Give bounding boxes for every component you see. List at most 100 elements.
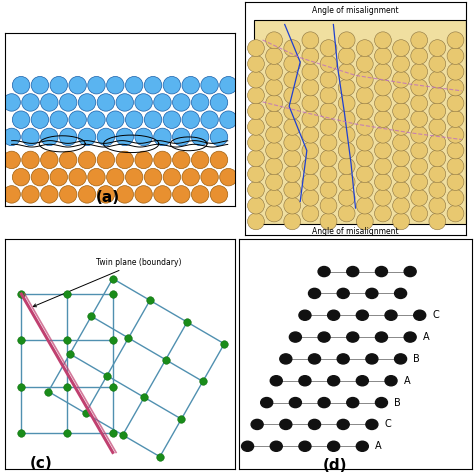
Circle shape [69,111,86,128]
Circle shape [411,205,428,222]
Circle shape [3,151,20,169]
Circle shape [374,110,392,128]
Circle shape [247,71,264,88]
Circle shape [374,158,392,174]
Circle shape [392,87,410,104]
Circle shape [392,166,410,182]
Circle shape [447,173,464,191]
Circle shape [347,266,359,277]
Circle shape [392,103,410,119]
Circle shape [284,213,301,230]
Circle shape [356,71,373,88]
Circle shape [356,166,373,182]
Circle shape [392,182,410,198]
Circle shape [320,71,337,88]
Circle shape [31,168,49,186]
Circle shape [242,441,254,451]
Circle shape [374,173,392,191]
Text: (d): (d) [323,458,347,474]
Circle shape [163,76,181,94]
Circle shape [144,111,162,128]
Circle shape [182,111,200,128]
Circle shape [411,158,428,174]
Circle shape [374,189,392,206]
Circle shape [302,173,319,191]
Circle shape [247,166,264,182]
Circle shape [429,134,446,151]
Circle shape [338,127,355,143]
Circle shape [356,150,373,167]
Circle shape [219,168,237,186]
Circle shape [210,128,228,146]
Circle shape [210,94,228,111]
Circle shape [247,134,264,151]
Circle shape [247,118,264,135]
Circle shape [266,64,283,80]
Circle shape [338,110,355,128]
Circle shape [447,32,464,49]
Text: Twin plane (boundary): Twin plane (boundary) [33,257,182,307]
Circle shape [447,110,464,128]
Circle shape [429,213,446,230]
Circle shape [356,213,373,230]
Circle shape [284,134,301,151]
Circle shape [284,118,301,135]
Circle shape [144,168,162,186]
Circle shape [280,354,292,364]
Circle shape [88,76,105,94]
Circle shape [356,310,368,320]
Circle shape [328,376,340,386]
Circle shape [22,94,39,111]
Circle shape [284,40,301,56]
Circle shape [289,332,301,342]
Circle shape [309,354,320,364]
Circle shape [356,376,368,386]
Circle shape [69,168,86,186]
Circle shape [385,376,397,386]
Circle shape [411,79,428,96]
Circle shape [116,186,134,203]
Circle shape [284,182,301,198]
Circle shape [429,71,446,88]
Circle shape [59,151,77,169]
Circle shape [392,40,410,56]
Circle shape [356,87,373,104]
Circle shape [97,186,115,203]
Circle shape [447,205,464,222]
Circle shape [302,158,319,174]
Circle shape [78,186,96,203]
Circle shape [154,186,171,203]
Circle shape [338,158,355,174]
Circle shape [337,288,349,299]
Circle shape [191,151,209,169]
Circle shape [338,173,355,191]
Circle shape [284,55,301,72]
Circle shape [126,76,143,94]
Circle shape [266,110,283,128]
Circle shape [309,419,320,429]
Circle shape [447,47,464,64]
Circle shape [135,94,152,111]
Circle shape [299,441,311,451]
Circle shape [88,111,105,128]
Circle shape [338,205,355,222]
Circle shape [59,94,77,111]
Circle shape [107,76,124,94]
Circle shape [22,186,39,203]
Circle shape [266,95,283,112]
Text: B: B [413,354,420,364]
Circle shape [302,95,319,112]
Circle shape [404,266,416,277]
Circle shape [3,186,20,203]
Text: (a): (a) [96,190,120,205]
Circle shape [107,168,124,186]
Circle shape [97,94,115,111]
Circle shape [247,182,264,198]
Circle shape [411,32,428,49]
Circle shape [429,55,446,72]
Circle shape [135,128,152,146]
Circle shape [299,310,311,320]
Circle shape [374,79,392,96]
Circle shape [328,441,340,451]
Circle shape [50,168,67,186]
